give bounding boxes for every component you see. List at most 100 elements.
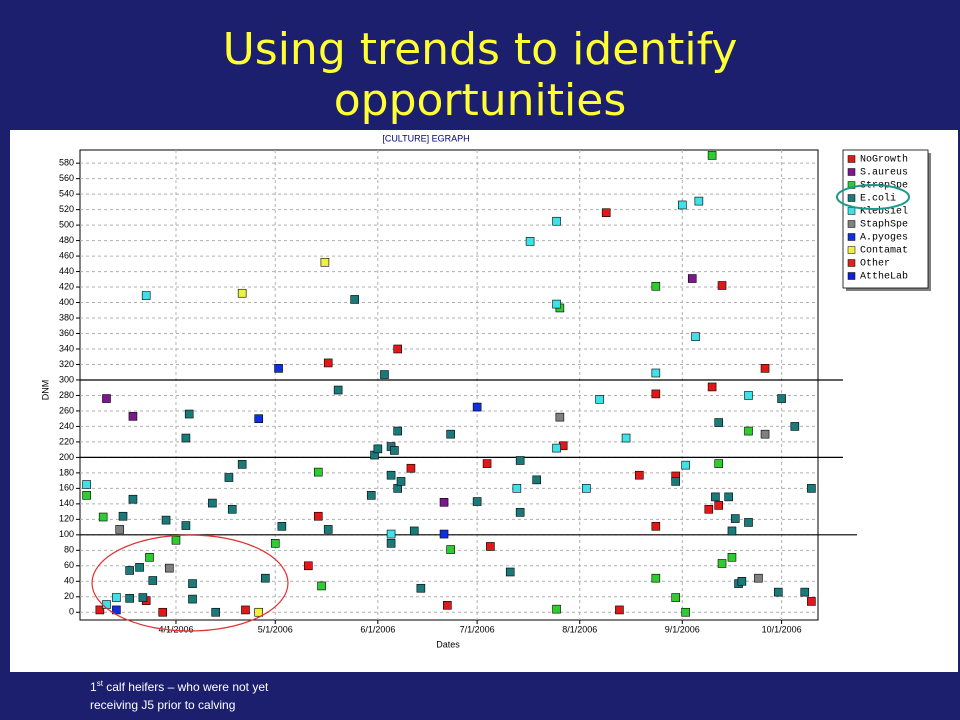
- scatter-point: [744, 391, 753, 400]
- scatter-point: [274, 364, 283, 373]
- scatter-point: [681, 607, 690, 617]
- scatter-point: [582, 484, 591, 493]
- scatter-point: [188, 594, 197, 604]
- legend: NoGrowthS.aureusStrepSpeE.coliKlebsielSt…: [842, 149, 931, 291]
- slide-title: opportunities: [334, 75, 627, 126]
- legend-swatch: [847, 181, 856, 189]
- scatter-point: [181, 433, 191, 443]
- y-tick-label: 200: [59, 452, 74, 462]
- scatter-point: [261, 573, 270, 583]
- x-tick-label: 6/1/2006: [360, 624, 395, 634]
- scatter-point: [714, 459, 724, 468]
- scatter-point: [472, 497, 482, 506]
- scatter-point: [552, 216, 561, 226]
- scatter-point: [181, 521, 191, 530]
- highlight-ellipse: [91, 534, 289, 632]
- scatter-point: [396, 477, 406, 486]
- chart-title: [CULTURE] EGRAPH: [382, 133, 469, 143]
- y-tick-label: 60: [64, 560, 74, 570]
- scatter-point: [694, 196, 704, 206]
- y-tick-label: 20: [64, 591, 74, 601]
- scatter-point: [707, 151, 717, 160]
- scatter-point: [393, 426, 403, 436]
- legend-label: S.aureus: [860, 168, 908, 179]
- scatter-point: [323, 358, 333, 368]
- x-tick-label: 10/1/2006: [762, 624, 802, 634]
- scatter-point: [102, 600, 111, 609]
- scatter-point: [621, 433, 631, 443]
- legend-swatch: [847, 155, 856, 163]
- footnote: 1st calf heifers – who were not yet: [90, 679, 269, 694]
- y-tick-label: 300: [59, 374, 74, 384]
- scatter-point: [555, 412, 565, 422]
- scatter-point: [552, 443, 561, 453]
- scatter-point: [446, 545, 455, 554]
- legend-highlight-ellipse: [836, 184, 910, 210]
- scatter-point: [601, 208, 611, 218]
- legend-label: E.coli: [860, 193, 896, 205]
- footnote: receiving J5 prior to calving: [90, 698, 235, 712]
- scatter-point: [112, 605, 121, 615]
- scatter-point: [406, 463, 416, 473]
- legend-label: NoGrowth: [860, 154, 908, 166]
- y-tick-label: 0: [69, 607, 74, 617]
- scatter-point: [615, 605, 624, 615]
- scatter-point: [446, 429, 455, 439]
- scatter-point: [393, 344, 403, 354]
- y-tick-label: 180: [59, 467, 74, 477]
- plot-frame: [79, 149, 819, 621]
- scatter-point: [145, 552, 154, 562]
- scatter-point: [141, 291, 151, 300]
- y-tick-label: 280: [59, 390, 74, 400]
- scatter-point: [112, 593, 121, 602]
- y-tick-label: 80: [64, 545, 74, 555]
- scatter-point: [115, 525, 125, 534]
- scatter-point: [777, 394, 786, 403]
- y-tick-label: 120: [59, 514, 74, 524]
- legend-label: Klebsiel: [860, 206, 908, 218]
- scatter-point: [380, 370, 389, 379]
- scatter-point: [333, 385, 343, 395]
- scatter-point: [714, 418, 724, 427]
- scatter-point: [416, 583, 426, 593]
- scatter-point: [82, 480, 91, 489]
- y-tick-label: 440: [59, 266, 74, 276]
- y-tick-label: 460: [59, 250, 74, 260]
- scatter-point: [102, 394, 111, 403]
- scatter-point: [386, 529, 396, 539]
- scatter-point: [651, 281, 661, 291]
- scatter-point: [727, 526, 737, 536]
- scatter-point: [754, 573, 763, 583]
- scatter-point: [386, 470, 396, 480]
- scatter-point: [317, 581, 326, 591]
- legend-box: [842, 149, 929, 289]
- scatter-point: [790, 422, 800, 431]
- scatter-point: [634, 470, 644, 480]
- plot-area: 0 20 40 60 80 100 120 140 160 180 200 220 240 260 280 3…: [59, 149, 857, 634]
- y-tick-label: 320: [59, 359, 74, 369]
- scatter-point: [409, 526, 419, 536]
- scatter-point: [744, 426, 753, 436]
- scatter-point: [744, 518, 753, 527]
- x-tick-label: 9/1/2006: [665, 624, 700, 634]
- scatter-point: [323, 525, 333, 534]
- legend-label: AttheLab: [860, 271, 908, 283]
- scatter-point: [373, 444, 383, 454]
- scatter-point: [760, 364, 770, 373]
- scatter-point: [98, 512, 108, 522]
- scatter-point: [724, 492, 733, 502]
- legend-swatch: [847, 246, 856, 254]
- scatter-point: [390, 446, 399, 455]
- legend-swatch: [847, 259, 856, 267]
- scatter-point: [237, 460, 247, 469]
- legend-swatch: [847, 194, 856, 202]
- scatter-point: [773, 587, 783, 597]
- x-tick-label: 4/1/2006: [158, 624, 193, 634]
- scatter-point: [254, 607, 264, 617]
- scatter-point: [651, 573, 661, 583]
- legend-label: StaphSpe: [860, 219, 908, 231]
- scatter-point: [707, 382, 717, 392]
- scatter-point: [128, 494, 138, 504]
- legend-swatch: [847, 272, 856, 280]
